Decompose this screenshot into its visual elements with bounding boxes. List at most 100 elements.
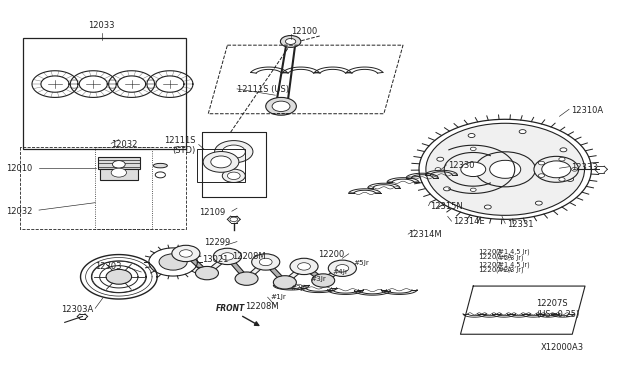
Bar <box>196 149 244 182</box>
Circle shape <box>259 258 272 266</box>
Text: 12033: 12033 <box>88 21 115 31</box>
Text: 12207: 12207 <box>477 249 501 255</box>
Text: 12303A: 12303A <box>61 305 93 314</box>
Text: 12032: 12032 <box>111 140 138 149</box>
Circle shape <box>519 129 526 134</box>
Circle shape <box>298 263 310 270</box>
Circle shape <box>106 269 132 284</box>
Text: 12315N: 12315N <box>430 202 463 211</box>
Circle shape <box>203 151 239 172</box>
Text: 12207+A: 12207+A <box>477 254 512 260</box>
Circle shape <box>230 217 237 222</box>
Circle shape <box>211 156 231 168</box>
Text: #3Jr: #3Jr <box>310 276 326 282</box>
Circle shape <box>475 152 536 187</box>
Text: 12314M: 12314M <box>408 230 442 240</box>
Circle shape <box>221 253 234 260</box>
Bar <box>202 132 266 197</box>
Text: 12109: 12109 <box>198 208 225 217</box>
Text: 12207S
(US=0.25): 12207S (US=0.25) <box>536 299 579 319</box>
Circle shape <box>312 274 335 287</box>
Text: 12100: 12100 <box>291 26 317 36</box>
Text: (#2,3 Jr): (#2,3 Jr) <box>495 267 523 273</box>
Circle shape <box>214 141 253 163</box>
Bar <box>202 132 266 197</box>
Text: 12200: 12200 <box>318 250 344 259</box>
Text: 12111S (US): 12111S (US) <box>237 85 289 94</box>
Circle shape <box>213 248 241 264</box>
Circle shape <box>222 169 245 183</box>
Text: 12207+A: 12207+A <box>477 267 512 273</box>
Text: #5Jr: #5Jr <box>353 260 369 266</box>
Bar <box>23 38 186 149</box>
Circle shape <box>272 101 290 112</box>
Circle shape <box>285 38 296 44</box>
Text: 12333: 12333 <box>571 163 598 172</box>
Circle shape <box>538 174 545 177</box>
Circle shape <box>560 148 567 152</box>
Ellipse shape <box>526 138 538 147</box>
Circle shape <box>572 167 578 171</box>
Text: X12000A3: X12000A3 <box>540 343 584 352</box>
Circle shape <box>235 272 258 285</box>
Text: 12299: 12299 <box>204 238 230 247</box>
Text: 12111S
(STD): 12111S (STD) <box>164 135 195 155</box>
Text: (#2,3 Jr): (#2,3 Jr) <box>495 254 523 260</box>
Text: 12303: 12303 <box>95 262 122 271</box>
Circle shape <box>566 177 573 182</box>
Circle shape <box>273 276 296 289</box>
Circle shape <box>280 36 301 47</box>
Text: 12032: 12032 <box>6 208 32 217</box>
Circle shape <box>484 205 492 209</box>
Text: 13021: 13021 <box>202 254 228 263</box>
Circle shape <box>559 157 565 161</box>
Circle shape <box>536 201 542 205</box>
Circle shape <box>227 172 240 180</box>
Circle shape <box>336 264 349 272</box>
Circle shape <box>290 258 318 275</box>
Text: 12330: 12330 <box>448 161 474 170</box>
Text: 12208M: 12208M <box>232 252 266 261</box>
Ellipse shape <box>526 192 538 201</box>
Text: 12010: 12010 <box>6 164 32 173</box>
Circle shape <box>172 245 200 262</box>
Text: 12310A: 12310A <box>571 106 603 115</box>
Circle shape <box>435 168 441 171</box>
Circle shape <box>461 162 486 177</box>
Text: 12331: 12331 <box>507 220 534 229</box>
Text: 12208M: 12208M <box>245 302 279 311</box>
Text: #1Jr: #1Jr <box>270 294 286 300</box>
FancyBboxPatch shape <box>100 169 138 180</box>
Circle shape <box>111 168 127 177</box>
Circle shape <box>426 123 584 215</box>
Circle shape <box>113 161 125 168</box>
Text: 12314E: 12314E <box>453 218 484 227</box>
Circle shape <box>436 157 444 161</box>
Ellipse shape <box>472 138 484 147</box>
Circle shape <box>159 254 187 270</box>
Text: #4Jr: #4Jr <box>333 269 349 275</box>
Circle shape <box>541 161 571 178</box>
Circle shape <box>470 147 476 151</box>
Text: (#1,4,5 Jr): (#1,4,5 Jr) <box>495 262 529 268</box>
FancyBboxPatch shape <box>98 157 140 169</box>
Text: #2Jr: #2Jr <box>290 285 306 291</box>
Circle shape <box>559 177 565 181</box>
Ellipse shape <box>154 163 168 168</box>
Circle shape <box>195 266 218 280</box>
Circle shape <box>266 97 296 115</box>
Circle shape <box>252 254 280 270</box>
Text: (#1,4,5 Jr): (#1,4,5 Jr) <box>495 249 529 255</box>
Ellipse shape <box>472 192 484 201</box>
Circle shape <box>222 145 245 158</box>
Circle shape <box>328 260 356 276</box>
Text: FRONT: FRONT <box>216 304 245 313</box>
Circle shape <box>538 161 545 165</box>
Circle shape <box>444 187 451 191</box>
Text: 12207: 12207 <box>477 262 501 268</box>
Circle shape <box>179 250 192 257</box>
Circle shape <box>534 156 579 182</box>
Ellipse shape <box>551 166 566 172</box>
Ellipse shape <box>444 166 460 172</box>
Circle shape <box>490 160 521 178</box>
